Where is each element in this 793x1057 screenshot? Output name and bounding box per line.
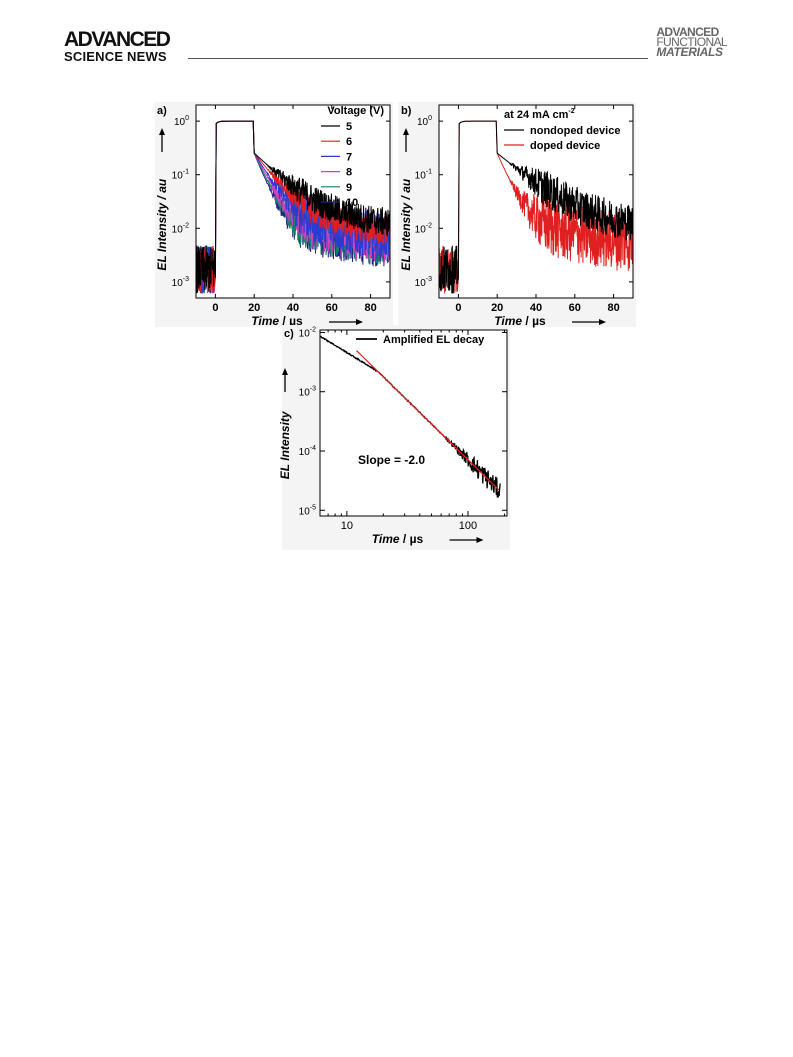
annotation-exponent: -2 (568, 108, 574, 115)
y-tick-exponent: -2 (310, 326, 316, 333)
x-tick-label: 20 (248, 302, 260, 314)
series-group (196, 120, 390, 294)
y-axis-arrow-head (282, 368, 288, 375)
y-tick-exponent: -4 (310, 445, 316, 452)
legend-title: Voltage (V) (327, 105, 384, 117)
x-axis-label: Time / µs (494, 314, 546, 328)
plot-area (320, 330, 507, 516)
y-axis-arrow-head (403, 128, 409, 135)
x-axis-arrow-head (476, 537, 484, 543)
legend-label: 9 (346, 182, 352, 194)
x-tick-label: 100 (459, 520, 477, 532)
header-divider (188, 58, 648, 59)
plot-area (439, 105, 633, 298)
annotation: at 24 mA cm-2 (504, 108, 575, 121)
x-tick-label: 80 (607, 302, 619, 314)
x-axis-unit: / µs (522, 314, 546, 328)
legend-label: 5 (346, 121, 352, 133)
y-axis-label: EL Intensity (278, 410, 292, 479)
legend-label: 7 (346, 151, 352, 163)
x-tick-label: 0 (212, 302, 218, 314)
x-axis-label: Time / µs (251, 314, 303, 328)
x-axis-unit: / µs (400, 532, 424, 546)
x-tick-label: 20 (491, 302, 503, 314)
journal-logo-right: ADVANCED FUNCTIONAL MATERIALS (656, 25, 727, 59)
x-tick-label: 0 (455, 302, 461, 314)
legend-label: 10 (346, 197, 358, 209)
y-axis-arrow-head (159, 128, 165, 135)
y-tick-exponent: -2 (426, 222, 432, 229)
x-axis-label: Time / µs (372, 532, 424, 546)
y-tick-exponent: -3 (310, 386, 316, 393)
y-tick-exponent: 0 (185, 115, 189, 122)
slope-annotation: Slope = -2.0 (358, 453, 425, 467)
journal-logo-left-line2: SCIENCE NEWS (64, 49, 167, 64)
legend-label: 8 (346, 167, 352, 179)
plot-frame (319, 329, 508, 517)
y-tick-exponent: -5 (310, 504, 316, 511)
journal-logo-left: ADVANCED SCIENCE NEWS (64, 28, 171, 64)
legend-label: 6 (346, 136, 352, 148)
y-tick-exponent: -3 (426, 276, 432, 283)
journal-logo-right-line3: MATERIALS (656, 45, 723, 59)
x-tick-label: 40 (287, 302, 299, 314)
y-axis-label: EL Intensity / au (399, 178, 413, 270)
x-tick-label: 40 (530, 302, 542, 314)
journal-logo-right-line1: ADVANCED (656, 25, 719, 39)
x-tick-label: 10 (341, 520, 353, 532)
series-group (320, 335, 501, 498)
x-axis-unit: / µs (279, 314, 303, 328)
panel-label: c) (284, 328, 294, 340)
series-line-nondoped-device (439, 120, 633, 294)
x-axis-arrow-head (599, 319, 606, 325)
y-tick-exponent: -2 (183, 222, 189, 229)
series-line-fit (356, 350, 500, 491)
y-tick-exponent: -1 (426, 169, 432, 176)
panel-label: b) (401, 105, 412, 117)
y-axis-label: EL Intensity / au (155, 178, 169, 270)
x-tick-label: 60 (569, 302, 581, 314)
series-group (439, 120, 633, 294)
x-tick-label: 60 (326, 302, 338, 314)
x-tick-label: 80 (364, 302, 376, 314)
journal-logo-right-line2: FUNCTIONAL (656, 35, 727, 49)
legend-label: doped device (530, 140, 600, 152)
y-tick-exponent: -3 (183, 276, 189, 283)
y-tick-exponent: -1 (183, 169, 189, 176)
series-line-5 (196, 120, 390, 294)
x-axis-arrow-head (356, 319, 363, 325)
legend-label: nondoped device (530, 125, 620, 137)
panel-label: a) (157, 105, 167, 117)
legend-label: Amplified EL decay (383, 334, 485, 346)
journal-logo-left-line1: ADVANCED (64, 28, 171, 51)
y-tick-exponent: 0 (428, 115, 432, 122)
